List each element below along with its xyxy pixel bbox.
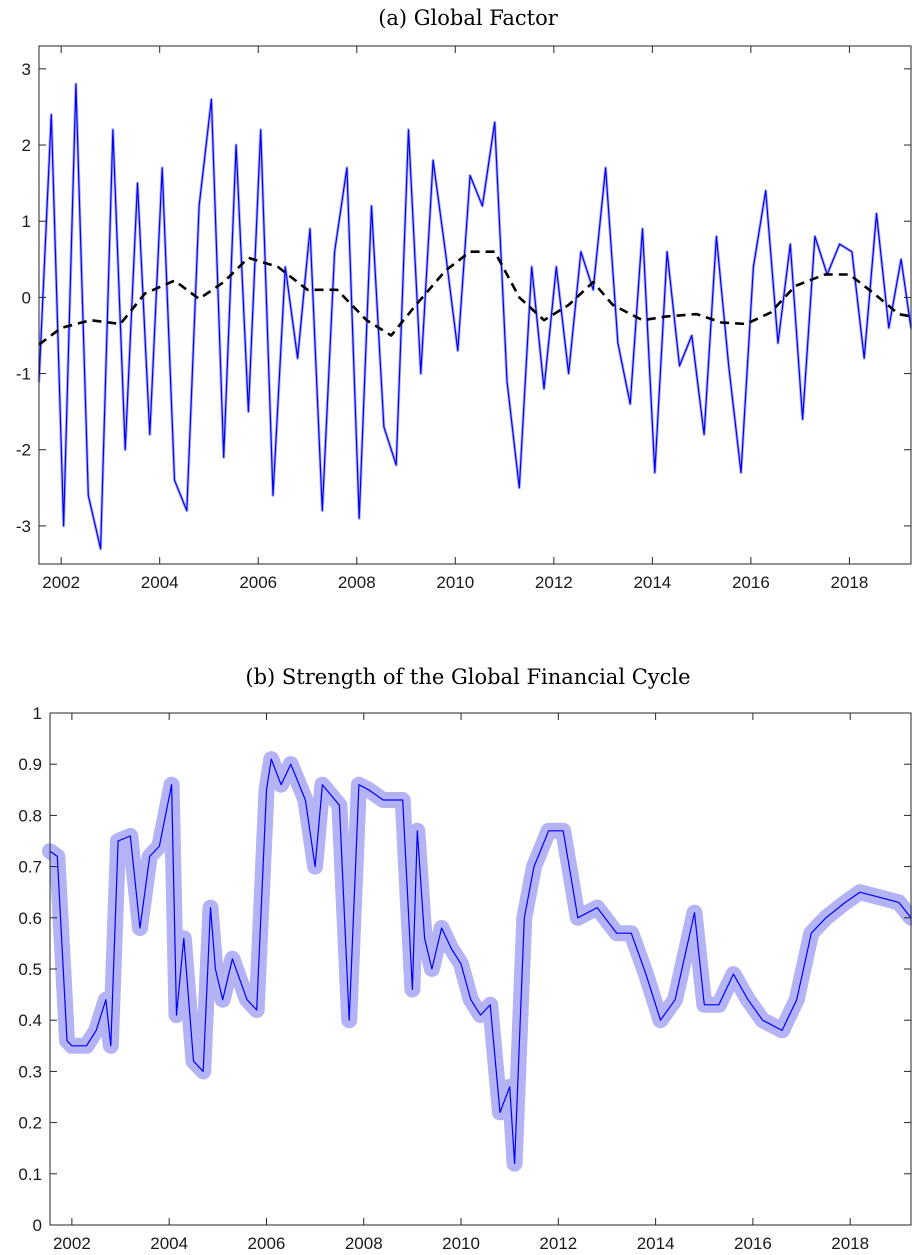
panel-financial-cycle-strength: (b) Strength of the Global Financial Cyc…	[18, 665, 912, 1253]
strength-y-tick-label: 0.7	[18, 858, 42, 877]
factor-x-tick-label: 2010	[436, 573, 474, 592]
factor-x-tick-label: 2018	[831, 573, 869, 592]
strength-x-tick-label: 2012	[539, 1234, 577, 1253]
strength-uncertainty-band	[42, 751, 912, 1172]
strength-y-tick-label: 0.2	[18, 1114, 42, 1133]
factor-x-tick-label: 2016	[732, 573, 770, 592]
factor-series-line-0	[38, 83, 912, 550]
factor-x-tick-label: 2004	[141, 573, 179, 592]
strength-y-tick-label: 0.1	[18, 1165, 42, 1184]
plot-area-a	[37, 82, 912, 551]
factor-y-tick-label: 2	[22, 136, 31, 155]
factor-y-tick-label: -3	[16, 517, 31, 536]
strength-x-tick-label: 2002	[53, 1234, 91, 1253]
factor-axes-frame	[38, 45, 912, 565]
axes-b: 2002 2004 2006 2008 2010 2012 2014 2016 2018 0 0.1…	[18, 704, 912, 1253]
factor-series-line-1	[38, 250, 912, 346]
factor-y-tick-label: 0	[22, 288, 31, 307]
strength-y-tick-label: 0.3	[18, 1062, 42, 1081]
factor-uncertainty-band	[37, 82, 912, 551]
strength-y-tick-label: 0.8	[18, 806, 42, 825]
factor-x-tick-label: 2008	[338, 573, 376, 592]
strength-series-line-0	[49, 758, 912, 1165]
factor-y-tick-label: 3	[22, 60, 31, 79]
strength-y-tick-label: 0.4	[18, 1011, 42, 1030]
factor-y-tick-label: 1	[22, 212, 31, 231]
strength-x-tick-label: 2018	[831, 1234, 869, 1253]
strength-x-tick-label: 2014	[637, 1234, 675, 1253]
panel-global-factor: (a) Global Factor 2002 2004 2006 2008 2010 20…	[16, 6, 912, 592]
strength-x-tick-label: 2006	[248, 1234, 286, 1253]
strength-y-tick-label: 0.5	[18, 960, 42, 979]
axes-a: 2002 2004 2006 2008 2010 2012 2014 2016 2018 -3 -2…	[16, 45, 912, 592]
chart-title-a: (a) Global Factor	[378, 6, 559, 30]
factor-y-tick-label: -1	[16, 365, 31, 384]
strength-y-tick-label: 0	[33, 1216, 42, 1235]
plot-area-b	[42, 751, 912, 1172]
strength-x-tick-label: 2016	[734, 1234, 772, 1253]
factor-x-tick-label: 2012	[535, 573, 573, 592]
chart-title-b: (b) Strength of the Global Financial Cyc…	[245, 665, 690, 689]
strength-y-tick-label: 0.6	[18, 909, 42, 928]
factor-x-tick-label: 2014	[633, 573, 671, 592]
strength-x-tick-label: 2010	[442, 1234, 480, 1253]
strength-x-tick-label: 2004	[150, 1234, 188, 1253]
factor-x-tick-label: 2006	[239, 573, 277, 592]
strength-y-tick-label: 1	[33, 704, 42, 723]
factor-y-tick-label: -2	[16, 441, 31, 460]
strength-x-tick-label: 2008	[345, 1234, 383, 1253]
factor-x-tick-label: 2002	[42, 573, 80, 592]
strength-y-tick-label: 0.9	[18, 755, 42, 774]
